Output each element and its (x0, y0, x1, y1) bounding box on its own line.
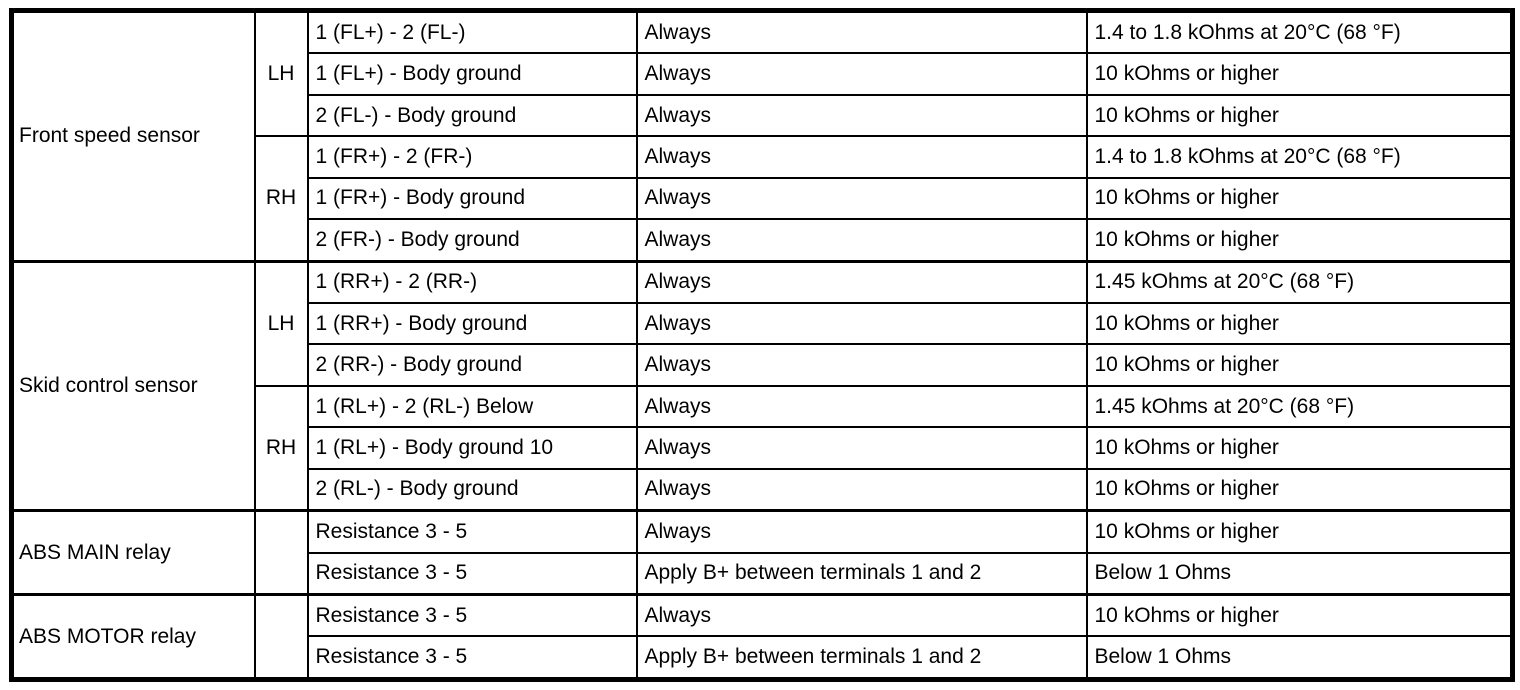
terminals-cell: Resistance 3 - 5 (306, 551, 638, 596)
value-cell: 10 kOhms or higher (1085, 343, 1514, 387)
terminals-cell: 1 (FR+) - 2 (FR-) (306, 135, 638, 179)
value-cell: 10 kOhms or higher (1085, 509, 1514, 554)
resistance-spec-table: Front speed sensor LH 1 (FL+) - 2 (FL-) Alw… (9, 8, 1515, 682)
terminals-cell: 2 (RR-) - Body ground (306, 343, 638, 387)
table-row: 2 (FL-) - Body ground Always 10 kOhms or h… (12, 93, 1514, 138)
table-row: 1 (RL+) - Body ground 10 Always 10 kOhms o… (12, 426, 1514, 470)
table-row: 1 (FL+) - Body ground Always 10 kOhms or h… (12, 52, 1514, 96)
terminals-cell: 1 (RL+) - Body ground 10 (306, 426, 638, 470)
terminals-cell: 1 (FL+) - Body ground (306, 52, 638, 96)
table-row: 2 (RL-) - Body ground Always 10 kOhms or h… (12, 467, 1514, 512)
table-row: ABS MOTOR relay Resistance 3 - 5 Always 10 … (10, 593, 1514, 681)
condition-cell: Always (635, 301, 1088, 346)
value-cell: 10 kOhms or higher (1085, 593, 1514, 638)
side-cell (253, 509, 309, 596)
side-cell: RH (253, 384, 309, 512)
value-cell: Below 1 Ohms (1085, 635, 1514, 681)
value-cell: 1.45 kOhms at 20°C (68 °F) (1085, 259, 1514, 304)
terminals-cell: 2 (FR-) - Body ground (306, 218, 638, 263)
condition-cell: Always (635, 593, 1088, 638)
value-cell: 10 kOhms or higher (1085, 176, 1514, 221)
side-cell (253, 593, 309, 681)
terminals-cell: Resistance 3 - 5 (306, 509, 638, 554)
value-cell: 10 kOhms or higher (1085, 218, 1514, 263)
value-cell: 1.45 kOhms at 20°C (68 °F) (1085, 384, 1514, 429)
condition-cell: Always (635, 384, 1088, 429)
terminals-cell: 1 (FR+) - Body ground (306, 176, 638, 221)
table-row: Resistance 3 - 5 Apply B+ between termina… (12, 551, 1514, 596)
value-cell: 10 kOhms or higher (1085, 426, 1514, 470)
terminals-cell: 1 (RR+) - Body ground (306, 301, 638, 346)
terminals-cell: Resistance 3 - 5 (306, 635, 638, 681)
terminals-cell: 2 (RL-) - Body ground (306, 467, 638, 512)
table-row: Front speed sensor LH 1 (FL+) - 2 (FL-) Alw… (10, 9, 1514, 263)
table-row: 2 (RR-) - Body ground Always 10 kOhms or h… (12, 343, 1514, 387)
condition-cell: Apply B+ between terminals 1 and 2 (635, 551, 1088, 596)
condition-cell: Always (635, 509, 1088, 554)
condition-cell: Always (635, 52, 1088, 96)
value-cell: 10 kOhms or higher (1085, 52, 1514, 96)
condition-cell: Always (635, 467, 1088, 512)
component-cell: Front speed sensor (10, 9, 256, 263)
terminals-cell: Resistance 3 - 5 (306, 593, 638, 638)
resistance-spec-table-body: Front speed sensor LH 1 (FL+) - 2 (FL-) Alw… (10, 9, 1514, 681)
side-cell: RH (253, 135, 309, 263)
table-row: 1 (FR+) - Body ground Always 10 kOhms or h… (12, 176, 1514, 221)
table-row: ABS MAIN relay Resistance 3 - 5 Always 10 k… (10, 509, 1514, 596)
condition-cell: Always (635, 176, 1088, 221)
condition-cell: Always (635, 9, 1088, 55)
value-cell: 1.4 to 1.8 kOhms at 20°C (68 °F) (1085, 9, 1514, 55)
terminals-cell: 1 (RR+) - 2 (RR-) (306, 259, 638, 304)
condition-cell: Always (635, 343, 1088, 387)
condition-cell: Always (635, 426, 1088, 470)
condition-cell: Always (635, 135, 1088, 179)
table-row: 2 (FR-) - Body ground Always 10 kOhms or h… (12, 218, 1514, 263)
condition-cell: Apply B+ between terminals 1 and 2 (635, 635, 1088, 681)
component-cell: ABS MOTOR relay (10, 593, 256, 681)
terminals-cell: 2 (FL-) - Body ground (306, 93, 638, 138)
table-row: RH 1 (FR+) - 2 (FR-) Always 1.4 to 1.8 kOhm… (12, 135, 1514, 263)
value-cell: 10 kOhms or higher (1085, 93, 1514, 138)
condition-cell: Always (635, 93, 1088, 138)
table-row: RH 1 (RL+) - 2 (RL-) Below Always 1.45 kOhm… (12, 384, 1514, 512)
condition-cell: Always (635, 259, 1088, 304)
value-cell: 10 kOhms or higher (1085, 467, 1514, 512)
component-cell: Skid control sensor (10, 259, 256, 512)
table-row: Skid control sensor LH 1 (RR+) - 2 (RR-) Al… (10, 259, 1514, 512)
terminals-cell: 1 (FL+) - 2 (FL-) (306, 9, 638, 55)
value-cell: Below 1 Ohms (1085, 551, 1514, 596)
value-cell: 1.4 to 1.8 kOhms at 20°C (68 °F) (1085, 135, 1514, 179)
value-cell: 10 kOhms or higher (1085, 301, 1514, 346)
table-row: 1 (RR+) - Body ground Always 10 kOhms or h… (12, 301, 1514, 346)
side-cell: LH (253, 9, 309, 138)
side-cell: LH (253, 259, 309, 387)
table-row: Resistance 3 - 5 Apply B+ between termina… (12, 635, 1514, 681)
component-cell: ABS MAIN relay (10, 509, 256, 596)
condition-cell: Always (635, 218, 1088, 263)
terminals-cell: 1 (RL+) - 2 (RL-) Below (306, 384, 638, 429)
